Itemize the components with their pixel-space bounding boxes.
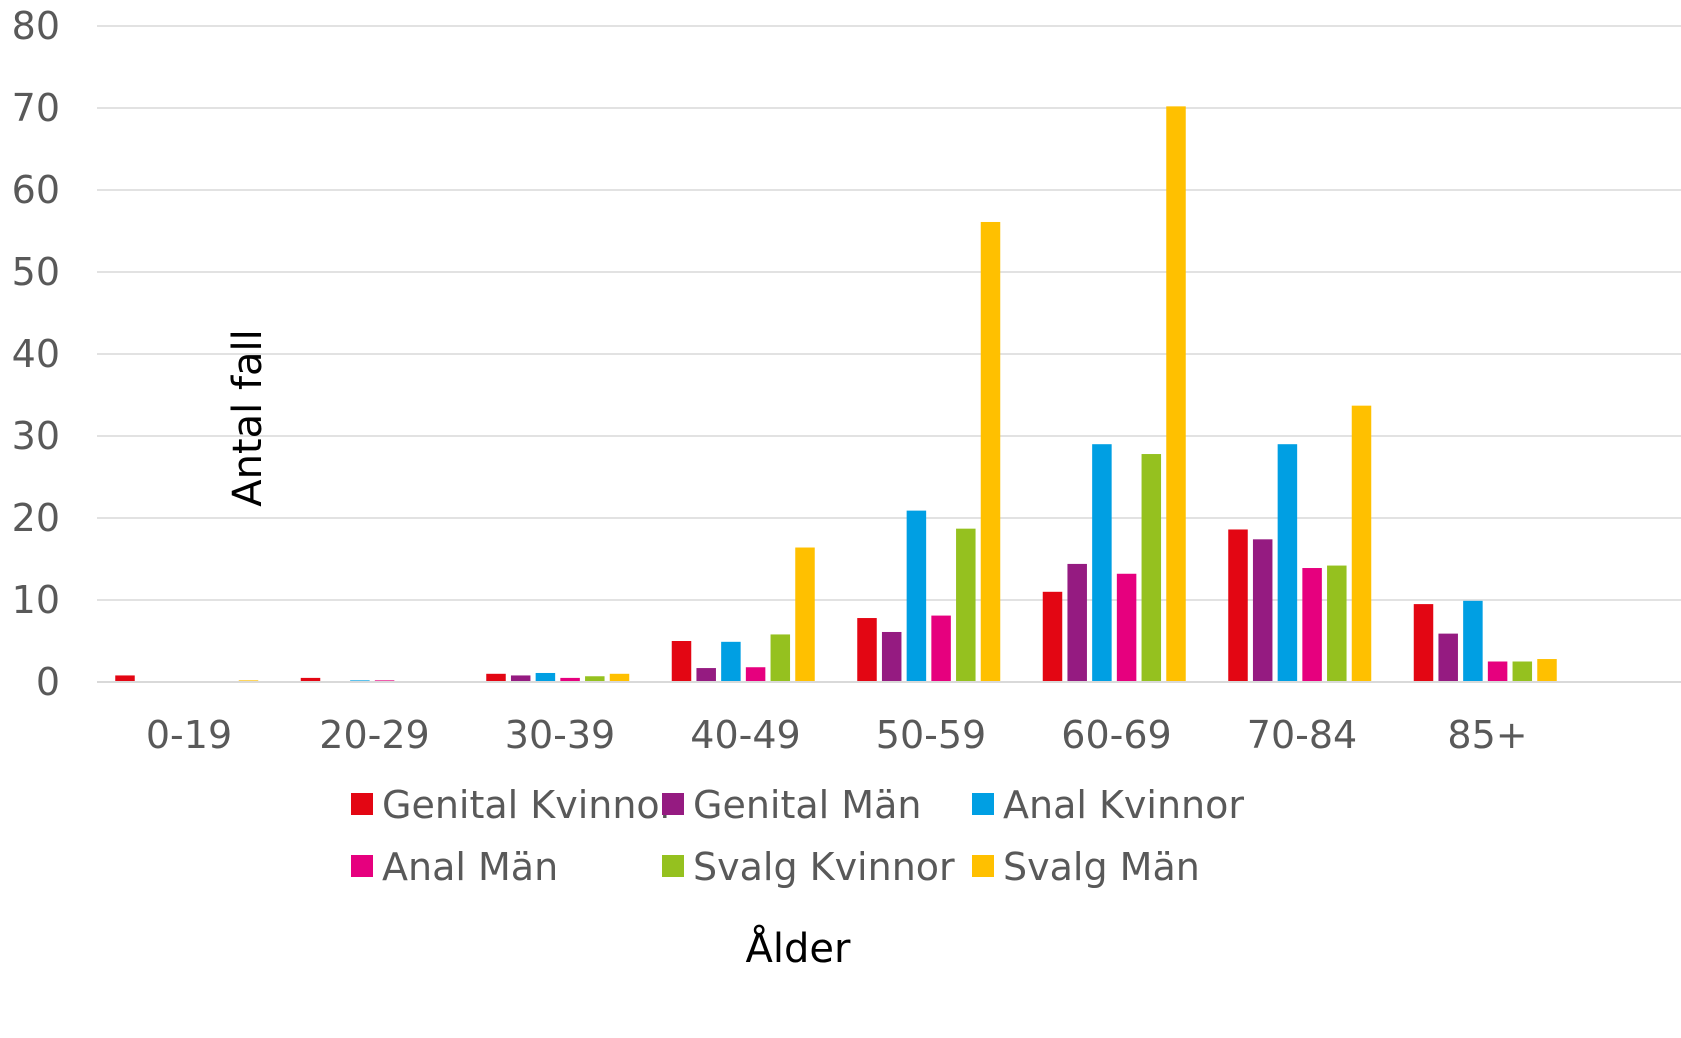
legend: Genital Kvinnor Genital Män Anal Kvinnor An… xyxy=(351,783,1244,889)
legend-swatch xyxy=(662,855,684,877)
legend-label: Genital Kvinnor xyxy=(382,783,676,827)
bar xyxy=(585,676,605,682)
bar xyxy=(881,631,902,682)
legend-item: Anal Kvinnor xyxy=(972,783,1244,827)
x-axis-title: Ålder xyxy=(746,924,851,972)
y-axis-title: Antal fall xyxy=(225,329,271,507)
bar xyxy=(857,618,877,682)
bar xyxy=(980,221,1001,683)
bar xyxy=(1487,661,1508,682)
bar xyxy=(1512,661,1533,682)
legend-label: Genital Män xyxy=(693,783,921,827)
legend-item: Svalg Kvinnor xyxy=(662,845,955,889)
bar xyxy=(1067,563,1087,682)
x-tick-label: 40-49 xyxy=(690,713,800,757)
legend-label: Anal Män xyxy=(382,845,558,889)
legend-swatch xyxy=(662,793,684,815)
bar xyxy=(906,510,927,682)
x-axis-tick-labels: 0-19 20-29 30-39 40-49 50-59 60-69 70-84 85+ xyxy=(146,713,1528,757)
bar xyxy=(1351,405,1372,682)
bar xyxy=(510,675,531,682)
bar-group-60-69 xyxy=(1042,106,1186,683)
y-tick-label: 60 xyxy=(12,168,60,212)
bar xyxy=(1166,106,1186,683)
bar xyxy=(300,677,321,682)
x-tick-label: 70-84 xyxy=(1247,713,1357,757)
y-tick-label: 70 xyxy=(12,86,60,130)
bar xyxy=(1141,454,1162,682)
bar xyxy=(1042,591,1063,682)
bar xyxy=(1413,604,1434,682)
bar xyxy=(115,675,135,682)
bar xyxy=(1463,600,1483,682)
bar xyxy=(696,668,716,682)
bar xyxy=(795,547,815,682)
y-tick-label: 80 xyxy=(12,4,60,48)
bar-group-30-39 xyxy=(486,672,630,682)
bar xyxy=(1092,444,1112,682)
gridlines xyxy=(97,25,1681,601)
legend-item: Genital Män xyxy=(662,783,921,827)
legend-swatch xyxy=(351,793,373,815)
bar xyxy=(1277,444,1298,682)
legend-label: Svalg Män xyxy=(1003,845,1200,889)
y-axis-tick-labels: 0 10 20 30 40 50 60 70 80 xyxy=(12,4,60,704)
bar-group-40-49 xyxy=(671,547,815,682)
legend-item: Anal Män xyxy=(351,845,558,889)
legend-item: Genital Kvinnor xyxy=(351,783,676,827)
y-tick-label: 50 xyxy=(12,250,60,294)
bar xyxy=(535,672,556,682)
x-tick-label: 50-59 xyxy=(876,713,986,757)
legend-swatch xyxy=(351,855,373,877)
bar xyxy=(1438,633,1458,682)
bars xyxy=(115,106,1557,683)
bar xyxy=(1302,568,1322,682)
x-tick-label: 60-69 xyxy=(1061,713,1171,757)
y-tick-label: 20 xyxy=(12,496,60,540)
x-tick-label: 0-19 xyxy=(146,713,232,757)
legend-swatch xyxy=(972,793,994,815)
bar xyxy=(671,641,692,682)
bar-group-70-84 xyxy=(1228,405,1372,682)
x-tick-label: 20-29 xyxy=(319,713,429,757)
bar xyxy=(931,615,951,682)
bar xyxy=(721,641,741,682)
bar xyxy=(560,677,580,682)
y-tick-label: 30 xyxy=(12,414,60,458)
legend-label: Anal Kvinnor xyxy=(1003,783,1244,827)
bar xyxy=(1116,573,1137,682)
bar xyxy=(486,673,506,682)
bar xyxy=(609,673,630,682)
x-tick-label: 30-39 xyxy=(505,713,615,757)
bar xyxy=(1537,659,1557,682)
legend-label: Svalg Kvinnor xyxy=(693,845,955,889)
bar xyxy=(745,667,766,682)
x-tick-label: 85+ xyxy=(1447,713,1527,757)
legend-item: Svalg Män xyxy=(972,845,1200,889)
bar xyxy=(1228,529,1248,682)
y-tick-label: 10 xyxy=(12,578,60,622)
y-tick-label: 40 xyxy=(12,332,60,376)
y-tick-label: 0 xyxy=(36,660,60,704)
bar xyxy=(1327,565,1347,682)
bar xyxy=(1252,539,1273,682)
bar-group-50-59 xyxy=(857,221,1001,683)
bar xyxy=(770,634,791,682)
bar-group-85+ xyxy=(1413,600,1557,682)
bar xyxy=(956,528,976,682)
legend-swatch xyxy=(972,855,994,877)
